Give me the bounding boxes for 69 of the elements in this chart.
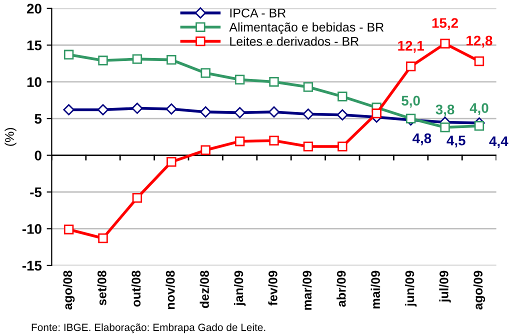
data-label: 4,8 [412,133,432,146]
x-tick-label: abr/09 [336,270,346,307]
point [132,102,143,114]
data-label: 3,8 [436,104,454,116]
point [166,54,176,65]
point [269,76,279,87]
point [200,145,210,155]
y-axis-title: (%) [4,128,16,146]
point [406,62,416,72]
point [132,193,142,203]
data-label: 4,5 [446,136,466,148]
data-label: 15,2 [432,18,458,30]
data-label: 5,0 [402,96,420,108]
x-tick-label: ago/08 [62,270,75,310]
point [98,233,108,244]
point [336,109,348,120]
point [406,114,416,124]
x-tick-label: jul/09 [439,270,451,302]
point [166,157,176,167]
data-label: 12,8 [466,36,492,48]
point [268,106,280,118]
point [200,68,210,78]
point [200,106,212,118]
source-note: Fonte: IBGE. Elaboração: Embrapa Gado de Leite. [32,323,266,334]
x-tick-label: jun/09 [404,270,417,307]
point [64,50,74,60]
x-tick-label: mai/09 [370,270,380,308]
y-tick-label: 5 [34,114,42,124]
y-tick-label: 10 [27,77,42,88]
point [338,142,348,152]
point [269,136,279,146]
point [303,82,314,92]
point [372,108,382,118]
point [338,92,348,102]
x-tick-label: fev/09 [268,270,278,306]
point [132,54,142,64]
data-label: 4,0 [470,103,488,115]
legend-label: Leites e derivados - BR [230,36,359,46]
y-tick-label: 20 [27,4,42,14]
legend-label: Alimentação e bebidas - BR [229,22,384,34]
y-tick-label: -10 [22,224,42,234]
point [234,136,245,146]
point [234,107,246,118]
point [303,142,314,152]
y-tick-label: 15 [27,40,42,50]
point [166,103,178,115]
x-tick-label: ago/09 [473,270,486,310]
x-tick-label: dez/08 [200,270,210,308]
point [440,38,450,49]
point [440,122,450,132]
x-tick-label: set/08 [97,270,106,306]
data-label: 12,1 [398,40,424,53]
point [64,224,74,234]
data-label: 4,4 [489,136,508,148]
point [234,74,245,84]
point [302,108,314,120]
point [474,121,484,131]
point [97,104,109,116]
x-tick-label: mar/09 [302,270,312,310]
legend-label: IPCA - BR [230,8,286,18]
point [63,104,74,116]
x-tick-label: nov/08 [166,270,175,310]
point [474,56,484,66]
x-tick-label: jan/09 [234,270,246,306]
y-tick-label: -15 [22,260,42,271]
y-tick-label: 0 [34,150,42,160]
y-tick-label: -5 [30,187,42,198]
point [98,56,108,66]
x-tick-label: out/08 [131,270,141,307]
